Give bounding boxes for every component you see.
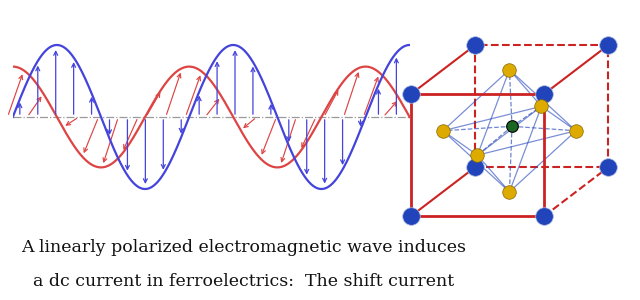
- Point: [603, 165, 613, 170]
- Point: [472, 153, 483, 158]
- Point: [571, 128, 581, 133]
- Point: [406, 92, 416, 97]
- Point: [406, 214, 416, 219]
- Point: [536, 104, 547, 109]
- Point: [504, 67, 515, 72]
- Text: A linearly polarized electromagnetic wave induces: A linearly polarized electromagnetic wav…: [20, 239, 466, 256]
- Point: [470, 43, 480, 48]
- Point: [603, 43, 613, 48]
- Point: [539, 92, 549, 97]
- Point: [504, 189, 515, 194]
- Point: [507, 124, 517, 129]
- Point: [539, 214, 549, 219]
- Point: [470, 165, 480, 170]
- Text: a dc current in ferroelectrics:  The shift current: a dc current in ferroelectrics: The shif…: [33, 274, 454, 290]
- Point: [438, 128, 448, 133]
